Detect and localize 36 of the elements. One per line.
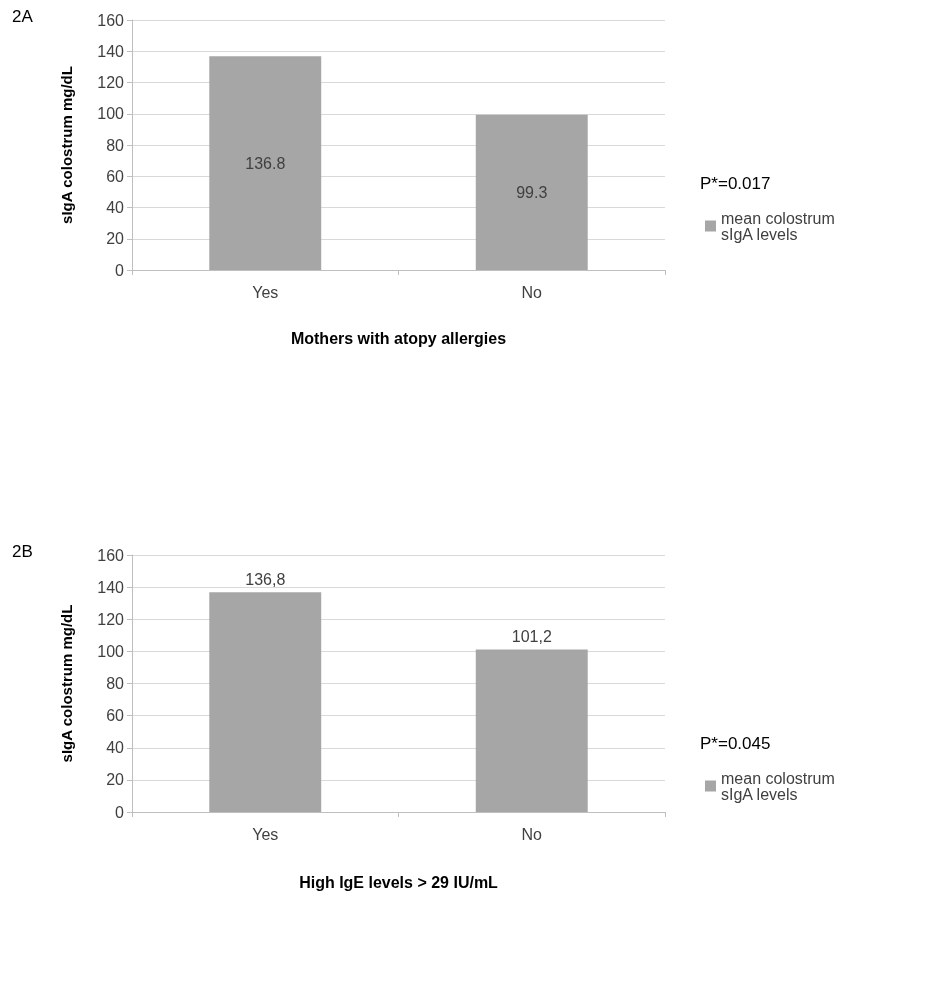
y-tick-label: 40 [106,739,125,757]
text: P*=0.017 [700,174,771,193]
text: 2A [12,7,34,26]
y-axis-title: sIgA colostrum mg/dL [58,66,75,224]
legend-label: mean colostrum sIgA levels [721,769,840,803]
y-tick-label: 140 [97,578,125,596]
data-label: 136,8 [245,570,286,588]
y-tick-label: 120 [97,74,125,91]
data-label: 99.3 [516,183,548,201]
y-tick-label: 20 [106,230,125,248]
y-tick-label: 60 [106,707,125,725]
legend-label: mean colostrum sIgA levels [721,209,840,243]
data-label: 101,2 [511,627,552,645]
text: 2B [12,542,33,561]
text: P*=0.045 [700,734,771,753]
y-tick-label: 60 [106,167,125,185]
y-tick-label: 80 [106,136,125,154]
y-tick-label: 100 [97,105,125,123]
x-axis-title: Mothers with atopy allergies [290,329,507,347]
y-tick-label: 20 [106,771,125,789]
y-tick-label: 0 [115,261,125,279]
y-tick-label: 160 [97,546,125,564]
y-tick-label: 40 [106,199,125,216]
x-tick-label: No [521,283,543,301]
y-axis-title: sIgA colostrum mg/dL [58,604,75,763]
x-tick-label: Yes [252,283,279,301]
y-tick-label: 100 [97,642,125,660]
y-tick-label: 160 [97,11,125,29]
x-tick-label: No [521,825,543,843]
y-tick-label: 140 [97,42,125,60]
x-tick-label: Yes [252,825,279,843]
y-tick-label: 80 [106,675,125,692]
y-tick-label: 0 [115,803,125,821]
y-tick-label: 120 [97,610,125,628]
x-axis-title: High IgE levels > 29 IU/mL [299,873,499,891]
data-label: 136.8 [245,154,286,172]
